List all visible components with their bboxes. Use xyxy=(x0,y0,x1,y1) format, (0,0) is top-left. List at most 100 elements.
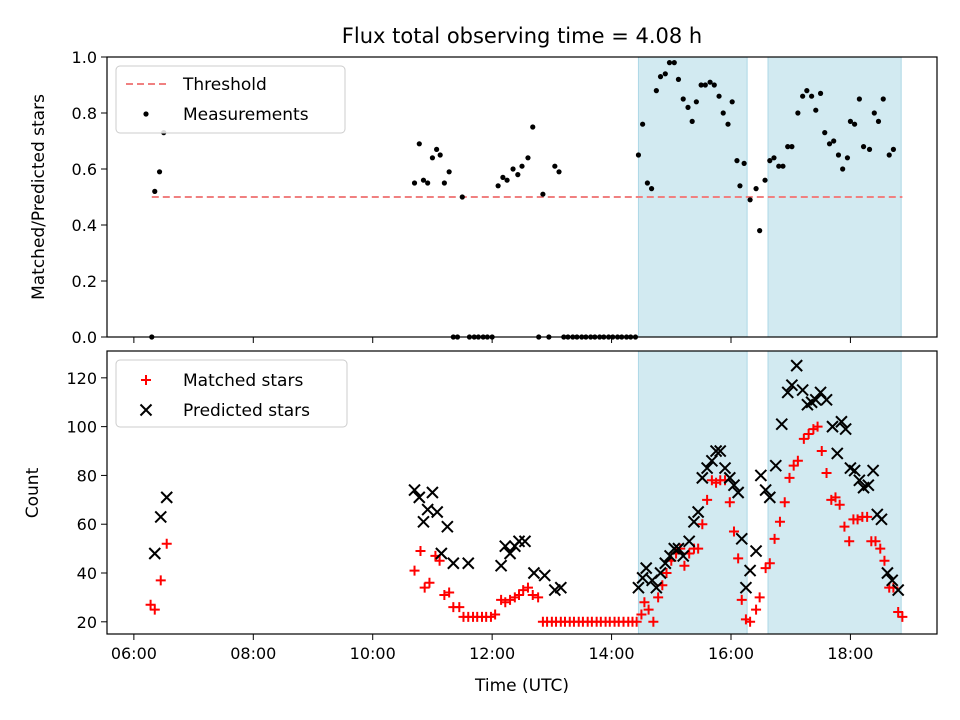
predicted-star-point xyxy=(639,561,653,575)
measurement-point xyxy=(762,177,768,183)
measurement-point xyxy=(856,96,862,102)
predicted-star-point xyxy=(809,393,822,407)
predicted-star-point xyxy=(886,574,899,587)
measurement-point xyxy=(866,146,873,152)
predicted-star-point xyxy=(709,444,723,458)
matched-star-point xyxy=(839,521,850,532)
y-tick-label: 1.0 xyxy=(72,48,97,67)
measurement-point xyxy=(437,152,443,158)
measurement-point xyxy=(540,191,546,197)
matched-star-point xyxy=(736,594,747,605)
measurement-point xyxy=(767,158,773,164)
measurement-point xyxy=(500,174,506,180)
matched-star-point xyxy=(522,582,533,593)
measurement-point xyxy=(875,118,882,124)
matched-star-point xyxy=(653,592,664,603)
predicted-star-point xyxy=(668,542,681,555)
predicted-star-point xyxy=(835,415,848,428)
matched-star-point xyxy=(784,472,795,483)
measurement-point xyxy=(635,152,642,158)
predicted-star-point xyxy=(727,478,741,492)
matched-star-point xyxy=(527,589,538,600)
measurement-point xyxy=(416,141,422,147)
matched-star-point xyxy=(648,616,659,627)
measurement-point xyxy=(813,107,819,113)
matched-star-point xyxy=(792,455,803,466)
predicted-star-point xyxy=(160,491,173,504)
predicted-star-point xyxy=(848,464,861,477)
measurement-point xyxy=(741,160,747,166)
measurement-point xyxy=(519,163,525,169)
matched-star-point xyxy=(774,516,785,527)
legend-threshold-label: Threshold xyxy=(182,75,267,95)
matched-star-point xyxy=(636,609,647,620)
x-tick-label: 18:00 xyxy=(827,644,873,663)
predicted-star-point xyxy=(413,491,426,504)
measurement-point xyxy=(785,144,791,150)
matched-star-point xyxy=(745,616,756,627)
measurement-point xyxy=(648,186,655,192)
predicted-star-point xyxy=(426,486,439,499)
predicted-star-point xyxy=(826,420,839,433)
predicted-star-point xyxy=(749,544,763,558)
predicted-star-point xyxy=(431,505,444,519)
predicted-star-point xyxy=(862,478,875,492)
matched-star-point xyxy=(812,421,823,432)
y-tick-label: 80 xyxy=(77,466,97,485)
matched-star-point xyxy=(697,519,708,530)
matched-star-point xyxy=(798,433,809,444)
measurement-point xyxy=(747,197,753,203)
matched-star-point xyxy=(769,533,780,544)
predicted-star-point xyxy=(494,559,508,572)
predicted-star-point xyxy=(796,383,809,397)
y-tick-label: 0.0 xyxy=(72,328,97,347)
measurement-point xyxy=(826,141,833,147)
predicted-star-point xyxy=(763,491,777,504)
y-tick-label: 60 xyxy=(77,515,97,534)
axes-frame xyxy=(106,350,938,635)
matched-star-point xyxy=(161,538,172,549)
measurement-point xyxy=(644,180,650,186)
measurement-point xyxy=(530,124,536,130)
predicted-star-point xyxy=(891,583,905,597)
legend-predicted-swatch xyxy=(139,403,153,417)
predicted-star-point xyxy=(881,566,894,580)
measurement-point xyxy=(795,110,801,116)
measurement-point xyxy=(675,76,682,82)
predicted-star-point xyxy=(435,547,448,560)
measurement-point xyxy=(429,155,436,161)
predicted-star-point xyxy=(659,557,672,570)
predicted-star-point xyxy=(462,557,475,570)
measurement-point xyxy=(698,82,704,88)
y-tick-label: 20 xyxy=(77,613,97,632)
measurement-point xyxy=(817,90,824,96)
top-y-axis-label: Matched/Predicted stars xyxy=(29,94,49,300)
x-tick-label: 16:00 xyxy=(708,644,754,663)
measurement-point xyxy=(689,118,695,124)
matched-star-point xyxy=(834,499,845,510)
predicted-star-point xyxy=(731,486,745,499)
measurement-point xyxy=(871,110,877,116)
matched-star-point xyxy=(702,494,713,505)
measurement-point xyxy=(886,152,892,158)
predicted-star-point xyxy=(677,549,690,563)
measurement-point xyxy=(525,155,531,161)
measurement-point xyxy=(822,130,828,136)
matched-star-point xyxy=(444,587,455,598)
measurement-point xyxy=(831,138,837,144)
measurement-point xyxy=(640,121,646,127)
y-tick-label: 100 xyxy=(66,418,97,437)
bottom-y-axis-label: Count xyxy=(23,467,43,518)
matched-star-point xyxy=(679,560,690,571)
top-axes: 0.0 0.2 0.4 0.6 0.8 1.0 Threshold Measurements xyxy=(72,48,938,347)
measurement-point xyxy=(441,180,447,186)
predicted-star-point xyxy=(691,505,705,519)
matched-star-point xyxy=(693,543,704,554)
measurement-point xyxy=(671,60,677,66)
y-tick-label: 40 xyxy=(77,564,97,583)
measurement-point xyxy=(780,163,786,169)
measurement-point xyxy=(666,60,673,66)
predicted-star-point xyxy=(875,513,888,526)
matched-star-point xyxy=(879,555,890,566)
x-tick-label: 08:00 xyxy=(230,644,276,663)
